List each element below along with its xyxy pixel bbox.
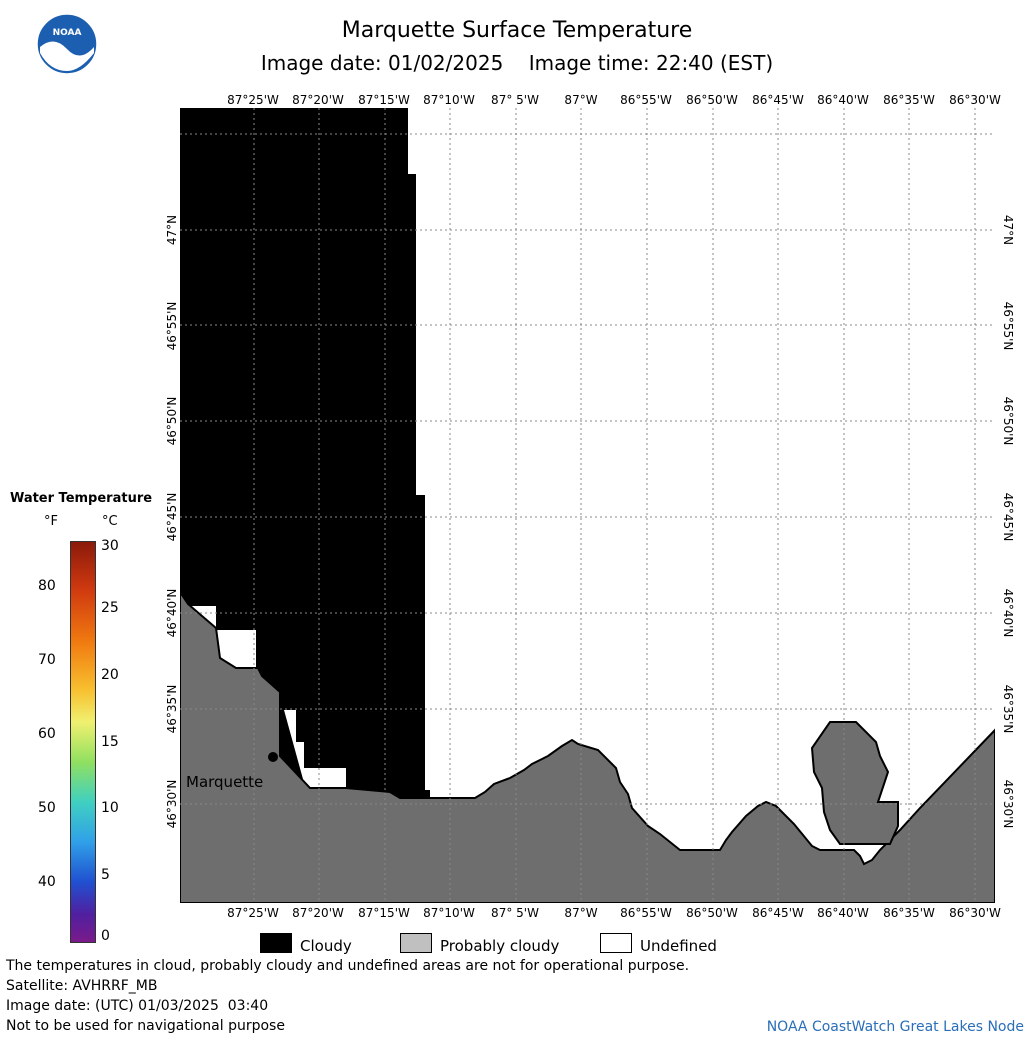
lon-label: 87°15'W [358,93,410,107]
lat-label: 46°55'N [165,301,179,351]
colorbar [70,541,96,943]
lon-label: 87° 5'W [491,93,539,107]
lat-label: 46°35'N [1001,684,1015,734]
lon-label: 86°50'W [686,906,738,920]
lat-label: 46°45'N [1001,492,1015,542]
image-date-time: Image date: 01/02/2025 Image time: 22:40… [260,51,774,75]
legend-swatch-cloudy [260,933,292,953]
lon-label: 86°35'W [883,906,935,920]
colorbar-tick-c: 20 [101,667,119,683]
colorbar-tick-c: 15 [101,734,119,750]
footer-satellite: Satellite: AVHRRF_MB [6,978,158,994]
legend-swatch-undefined [600,933,632,953]
lon-label: 87°W [564,93,598,107]
lat-label: 47°N [165,214,179,246]
lon-label: 87°10'W [423,93,475,107]
colorbar-tick-c: 0 [101,928,110,944]
lat-label: 46°35'N [165,684,179,734]
lat-label: 47°N [1001,214,1015,246]
lon-label: 87°15'W [358,906,410,920]
legend-label-cloudy: Cloudy [300,937,352,955]
colorbar-tick-c: 30 [101,538,119,554]
colorbar-tick-f: 60 [38,726,56,742]
colorbar-unit-f: °F [44,514,58,529]
lon-label: 86°30'W [949,93,1001,107]
credit-link[interactable]: NOAA CoastWatch Great Lakes Node [766,1019,1024,1035]
legend-swatch-probably-cloudy [400,933,432,953]
footer-disclaimer: The temperatures in cloud, probably clou… [6,958,690,974]
lon-label: 86°40'W [817,93,869,107]
noaa-logo: NOAA [36,13,98,75]
lon-label: 86°55'W [620,93,672,107]
colorbar-unit-c: °C [102,514,118,529]
lon-label: 87°25'W [227,93,279,107]
colorbar-tick-f: 40 [38,874,56,890]
cloud-area [180,108,430,798]
lat-label: 46°55'N [1001,301,1015,351]
lon-label: 86°45'W [752,906,804,920]
lat-label: 46°30'N [165,779,179,829]
colorbar-tick-c: 10 [101,800,119,816]
map-title: Marquette Surface Temperature [341,18,693,43]
lon-label: 87° 5'W [491,906,539,920]
lon-label: 86°55'W [620,906,672,920]
colorbar-tick-f: 70 [38,652,56,668]
lon-label: 86°35'W [883,93,935,107]
lon-label: 87°W [564,906,598,920]
lon-label: 86°50'W [686,93,738,107]
footer-image-date: Image date: (UTC) 01/03/2025 03:40 [6,998,269,1014]
city-label: Marquette [186,773,264,791]
lon-label: 87°20'W [292,93,344,107]
lat-label: 46°45'N [165,492,179,542]
lon-label: 87°25'W [227,906,279,920]
lat-label: 46°50'N [1001,396,1015,446]
svg-text:NOAA: NOAA [53,28,82,38]
lon-label: 86°45'W [752,93,804,107]
lon-label: 86°30'W [949,906,1001,920]
legend-label-undefined: Undefined [640,937,717,955]
land [180,590,995,903]
lat-label: 46°30'N [1001,779,1015,829]
colorbar-tick-f: 80 [38,578,56,594]
map [180,108,995,903]
colorbar-tick-c: 5 [101,867,110,883]
footer-nav-warning: Not to be used for navigational purpose [6,1018,285,1034]
lat-label: 46°50'N [165,396,179,446]
legend-label-probably-cloudy: Probably cloudy [440,937,560,955]
graticule [180,108,995,903]
lat-label: 46°40'N [165,588,179,638]
colorbar-tick-c: 25 [101,600,119,616]
colorbar-title: Water Temperature [9,491,153,506]
colorbar-tick-f: 50 [38,800,56,816]
lon-label: 87°20'W [292,906,344,920]
lon-label: 87°10'W [423,906,475,920]
lon-label: 86°40'W [817,906,869,920]
marquette-marker [268,752,278,762]
island [810,721,899,845]
lat-label: 46°40'N [1001,588,1015,638]
